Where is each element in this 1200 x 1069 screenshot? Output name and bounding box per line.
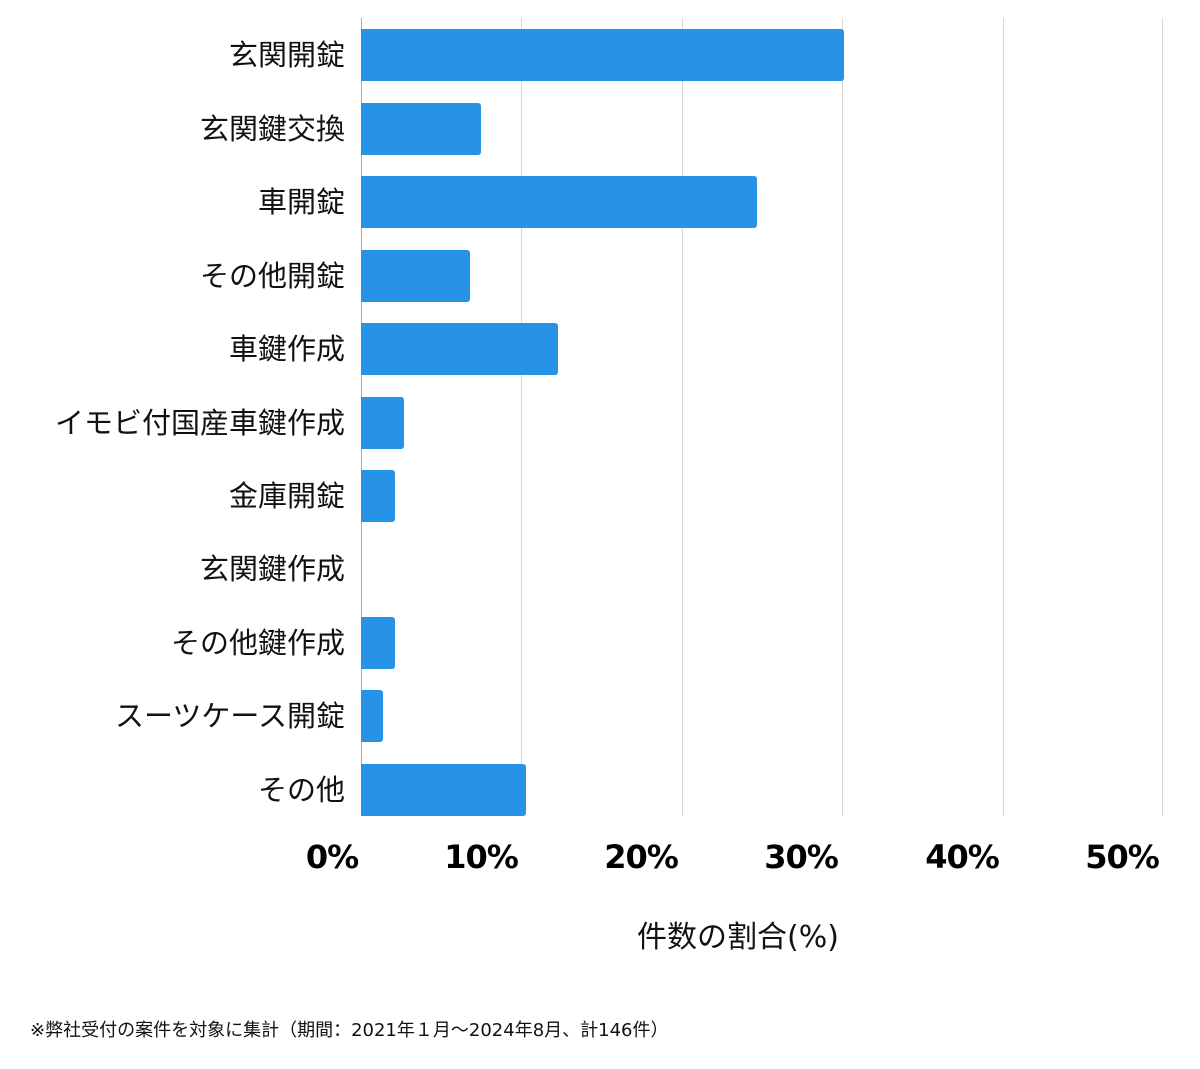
bar [361, 29, 844, 81]
category-label: 玄関鍵作成 [199, 552, 345, 586]
gridline-50 [1162, 18, 1163, 816]
bar [361, 397, 405, 449]
gridline-40 [1003, 18, 1004, 816]
category-label: その他 [257, 773, 345, 807]
category-label: 玄関鍵交換 [199, 112, 345, 146]
category-label: イモビ付国産車鍵作成 [54, 406, 345, 440]
category-label: その他鍵作成 [170, 626, 345, 660]
x-tick-label: 40% [925, 838, 1000, 876]
category-label: 車鍵作成 [228, 332, 345, 366]
category-label: 金庫開錠 [228, 479, 345, 513]
gridline-20 [682, 18, 683, 816]
bar [361, 176, 758, 228]
category-label: スーツケース開錠 [115, 699, 345, 733]
x-tick-label: 10% [444, 838, 519, 876]
plot-area [361, 18, 1163, 816]
gridline-10 [521, 18, 522, 816]
x-tick-label: 30% [764, 838, 839, 876]
category-label: 玄関開錠 [228, 38, 345, 72]
bar [361, 250, 471, 302]
x-tick-label: 50% [1085, 838, 1160, 876]
bar [361, 103, 482, 155]
bar [361, 690, 384, 742]
gridline-30 [842, 18, 843, 816]
bar [361, 470, 395, 522]
bar [361, 764, 527, 816]
bar [361, 617, 395, 669]
category-label: 車開錠 [257, 185, 345, 219]
category-label: その他開錠 [199, 259, 345, 293]
bar [361, 323, 559, 375]
x-tick-label: 20% [604, 838, 679, 876]
x-tick-label: 0% [305, 838, 359, 876]
x-axis-title: 件数の割合(%) [637, 920, 839, 955]
footnote: ※弊社受付の案件を対象に集計（期間：2021年１月〜2024年8月、計146件） [30, 1020, 669, 1041]
